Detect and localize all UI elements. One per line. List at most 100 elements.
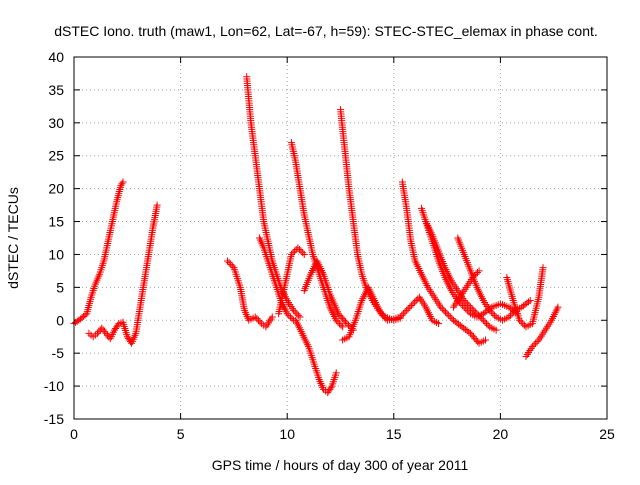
data-point	[479, 316, 487, 324]
data-point	[519, 320, 527, 328]
data-point	[539, 264, 547, 272]
data-point	[438, 305, 446, 313]
data-point	[251, 313, 259, 321]
data-point	[406, 303, 414, 311]
data-point	[99, 326, 107, 334]
data-point	[474, 338, 482, 346]
data-point	[287, 250, 295, 258]
data-point	[396, 313, 404, 321]
x-tick-label: 25	[599, 426, 615, 442]
data-point	[332, 369, 340, 377]
data-point	[334, 310, 342, 318]
data-point	[332, 316, 340, 324]
data-point	[268, 313, 276, 321]
x-tick-label: 20	[493, 426, 509, 442]
data-point	[517, 318, 525, 326]
axis-ticks: 0 5 10 15 20 25 -15 -10 -5 0 5 10 15 20 25 30 35 40	[44, 49, 615, 442]
data-point	[532, 339, 540, 347]
data-point	[443, 310, 451, 318]
data-point	[489, 310, 497, 318]
data-point	[337, 313, 345, 321]
data-point	[463, 306, 471, 314]
data-point	[119, 178, 127, 186]
data-point	[335, 320, 343, 328]
data-point	[533, 338, 541, 346]
data-point	[526, 297, 534, 305]
data-point	[554, 303, 562, 311]
data-point	[285, 311, 293, 319]
data-point	[520, 321, 528, 329]
data-point	[341, 318, 349, 326]
data-point	[291, 308, 299, 316]
data-point	[407, 301, 415, 309]
data-point	[507, 311, 515, 319]
data-point	[256, 318, 264, 326]
y-tick-label: 30	[48, 115, 64, 131]
data-point	[398, 311, 406, 319]
data-point	[435, 320, 443, 328]
data-point	[118, 180, 126, 188]
data-point	[401, 308, 409, 316]
data-point	[470, 272, 478, 280]
y-tick-label: -5	[52, 345, 65, 361]
data-point	[475, 311, 483, 319]
data-point	[475, 267, 483, 275]
data-point	[340, 316, 348, 324]
data-point	[483, 320, 491, 328]
data-point	[343, 320, 351, 328]
data-point	[486, 306, 494, 314]
data-point	[465, 308, 473, 316]
data-point	[288, 315, 296, 323]
data-point	[412, 297, 420, 305]
data-point	[103, 331, 111, 339]
data-point	[481, 336, 489, 344]
data-point	[294, 311, 302, 319]
data-point	[399, 310, 407, 318]
data-point	[336, 311, 344, 319]
y-tick-label: 10	[48, 246, 64, 262]
data-point	[404, 305, 412, 313]
data-point	[299, 249, 307, 257]
data-point	[101, 328, 109, 336]
y-tick-label: 20	[48, 181, 64, 197]
y-axis-label: dSTEC / TECUs	[5, 187, 21, 289]
data-point	[377, 310, 385, 318]
y-tick-label: 5	[56, 279, 64, 295]
data-point	[478, 315, 486, 323]
data-point	[442, 308, 450, 316]
data-point	[492, 326, 500, 334]
data-point	[290, 306, 298, 314]
data-point	[465, 301, 473, 309]
data-point	[471, 308, 479, 316]
y-tick-label: 15	[48, 214, 64, 230]
data-point	[481, 318, 489, 326]
data-point	[467, 329, 475, 337]
data-point	[380, 313, 388, 321]
data-point	[295, 246, 303, 254]
data-point	[297, 247, 305, 255]
data-point	[227, 260, 235, 268]
data-point	[476, 313, 484, 321]
data-point	[468, 331, 476, 339]
y-tick-label: -10	[44, 378, 64, 394]
data-point	[327, 384, 335, 392]
data-point	[296, 313, 304, 321]
data-point	[446, 313, 454, 321]
data-point	[530, 341, 538, 349]
data-point	[516, 316, 524, 324]
data-point	[448, 315, 456, 323]
data-point	[403, 306, 411, 314]
data-point	[411, 298, 419, 306]
data-point	[339, 323, 347, 331]
data-point	[472, 336, 480, 344]
data-point	[463, 300, 471, 308]
data-point	[462, 305, 470, 313]
data-point	[225, 259, 233, 267]
data-point	[337, 321, 345, 329]
data-point	[437, 303, 445, 311]
data-point	[283, 310, 291, 318]
data-point	[224, 257, 232, 265]
data-point	[462, 298, 470, 306]
y-tick-label: 25	[48, 148, 64, 164]
